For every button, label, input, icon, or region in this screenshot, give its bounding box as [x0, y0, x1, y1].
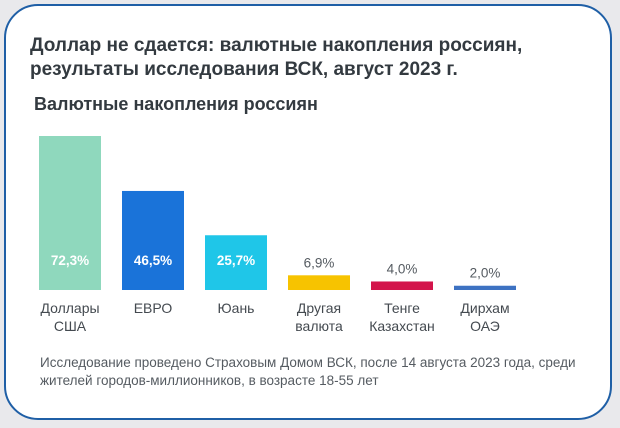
category-label: Юань — [218, 300, 255, 316]
bar — [288, 275, 350, 290]
category-label: США — [54, 318, 87, 334]
bar — [205, 235, 267, 290]
data-label: 25,7% — [217, 253, 255, 268]
data-label: 46,5% — [134, 253, 172, 268]
category-label: Дирхам — [460, 300, 509, 316]
chart-card — [4, 4, 612, 420]
category-label: Другая — [297, 300, 341, 316]
category-label: ОАЭ — [470, 318, 500, 334]
data-label: 2,0% — [470, 266, 501, 281]
bar — [39, 136, 101, 290]
category-label: валюта — [295, 318, 343, 334]
data-label: 6,9% — [304, 255, 335, 270]
category-label: Казахстан — [369, 318, 435, 334]
data-label: 4,0% — [387, 261, 418, 276]
chart-title: Доллар не сдается: валютные накопления р… — [30, 35, 523, 80]
data-label: 72,3% — [51, 253, 89, 268]
footnote: Исследование проведено Страховым Домом В… — [40, 355, 576, 388]
category-label: ЕВРО — [134, 300, 173, 316]
bar — [454, 285, 516, 290]
category-label: Доллары — [40, 300, 99, 316]
category-label: Тенге — [384, 300, 420, 316]
bar — [122, 190, 184, 290]
bar — [371, 281, 433, 290]
chart-subtitle: Валютные накопления россиян — [34, 94, 318, 114]
